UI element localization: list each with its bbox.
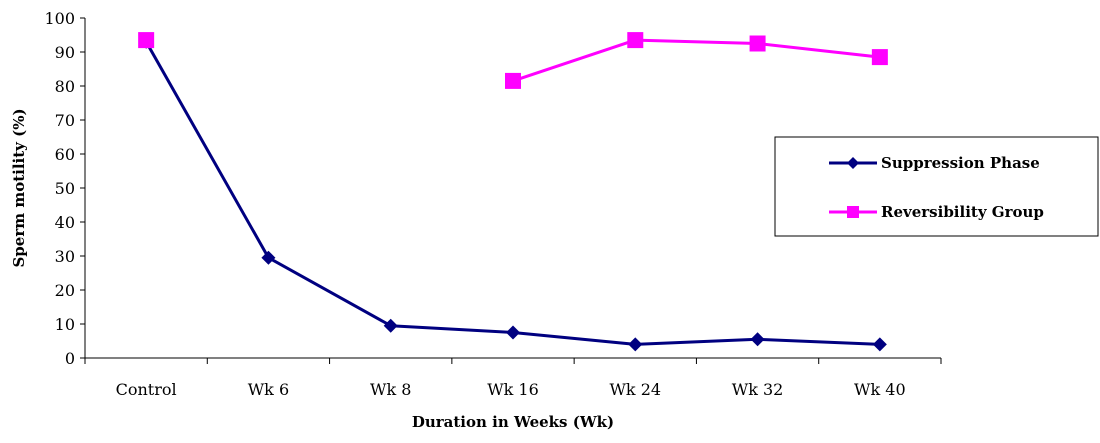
data-point bbox=[871, 49, 888, 66]
series-1 bbox=[138, 32, 888, 89]
legend-item: Reversibility Group bbox=[829, 203, 1044, 221]
y-tick-label: 30 bbox=[55, 247, 75, 266]
data-point bbox=[750, 332, 765, 347]
data-point bbox=[138, 32, 155, 49]
axes bbox=[80, 17, 942, 364]
legend-label: Reversibility Group bbox=[881, 203, 1044, 221]
y-axis-title: Sperm motility (%) bbox=[10, 108, 28, 267]
y-tick-label: 70 bbox=[55, 111, 75, 130]
y-tick-labels: 0 10 20 30 40 50 60 70 80 90 100 bbox=[44, 9, 75, 368]
legend-item: Suppression Phase bbox=[829, 154, 1040, 172]
y-tick-label: 60 bbox=[55, 145, 75, 164]
x-tick-label: Wk 32 bbox=[732, 380, 784, 399]
data-point bbox=[506, 325, 520, 340]
legend-square-marker bbox=[847, 206, 859, 218]
y-tick-label: 10 bbox=[55, 315, 75, 334]
x-tick-label: Control bbox=[116, 380, 177, 399]
x-tick-label: Wk 6 bbox=[248, 380, 289, 399]
x-tick-label: Wk 24 bbox=[609, 380, 661, 399]
data-point bbox=[872, 337, 887, 352]
data-point bbox=[383, 318, 398, 333]
y-tick-label: 80 bbox=[55, 77, 75, 96]
legend-label: Suppression Phase bbox=[881, 154, 1040, 172]
data-point bbox=[627, 32, 644, 49]
x-axis-title: Duration in Weeks (Wk) bbox=[412, 413, 614, 431]
legend-diamond-marker bbox=[847, 157, 859, 169]
series-line bbox=[512, 38, 881, 83]
data-point bbox=[749, 35, 766, 52]
y-tick-label: 40 bbox=[55, 213, 75, 232]
data-point bbox=[261, 250, 276, 265]
y-tick-label: 20 bbox=[55, 281, 75, 300]
x-tick-label: Wk 8 bbox=[370, 380, 411, 399]
x-tick-label: Wk 16 bbox=[487, 380, 539, 399]
series-group bbox=[138, 32, 888, 352]
data-point bbox=[505, 72, 521, 89]
y-tick-label: 90 bbox=[55, 43, 75, 62]
y-tick-label: 0 bbox=[65, 349, 75, 368]
legend-box bbox=[774, 136, 1099, 237]
x-tick-labels: Control Wk 6 Wk 8 Wk 16 Wk 24 Wk 32 Wk 40 bbox=[116, 380, 906, 399]
y-tick-label: 100 bbox=[44, 9, 75, 28]
legend: Suppression Phase Reversibility Group bbox=[774, 136, 1099, 237]
x-tick-label: Wk 40 bbox=[854, 380, 906, 399]
y-tick-label: 50 bbox=[55, 179, 75, 198]
data-point bbox=[628, 337, 643, 352]
